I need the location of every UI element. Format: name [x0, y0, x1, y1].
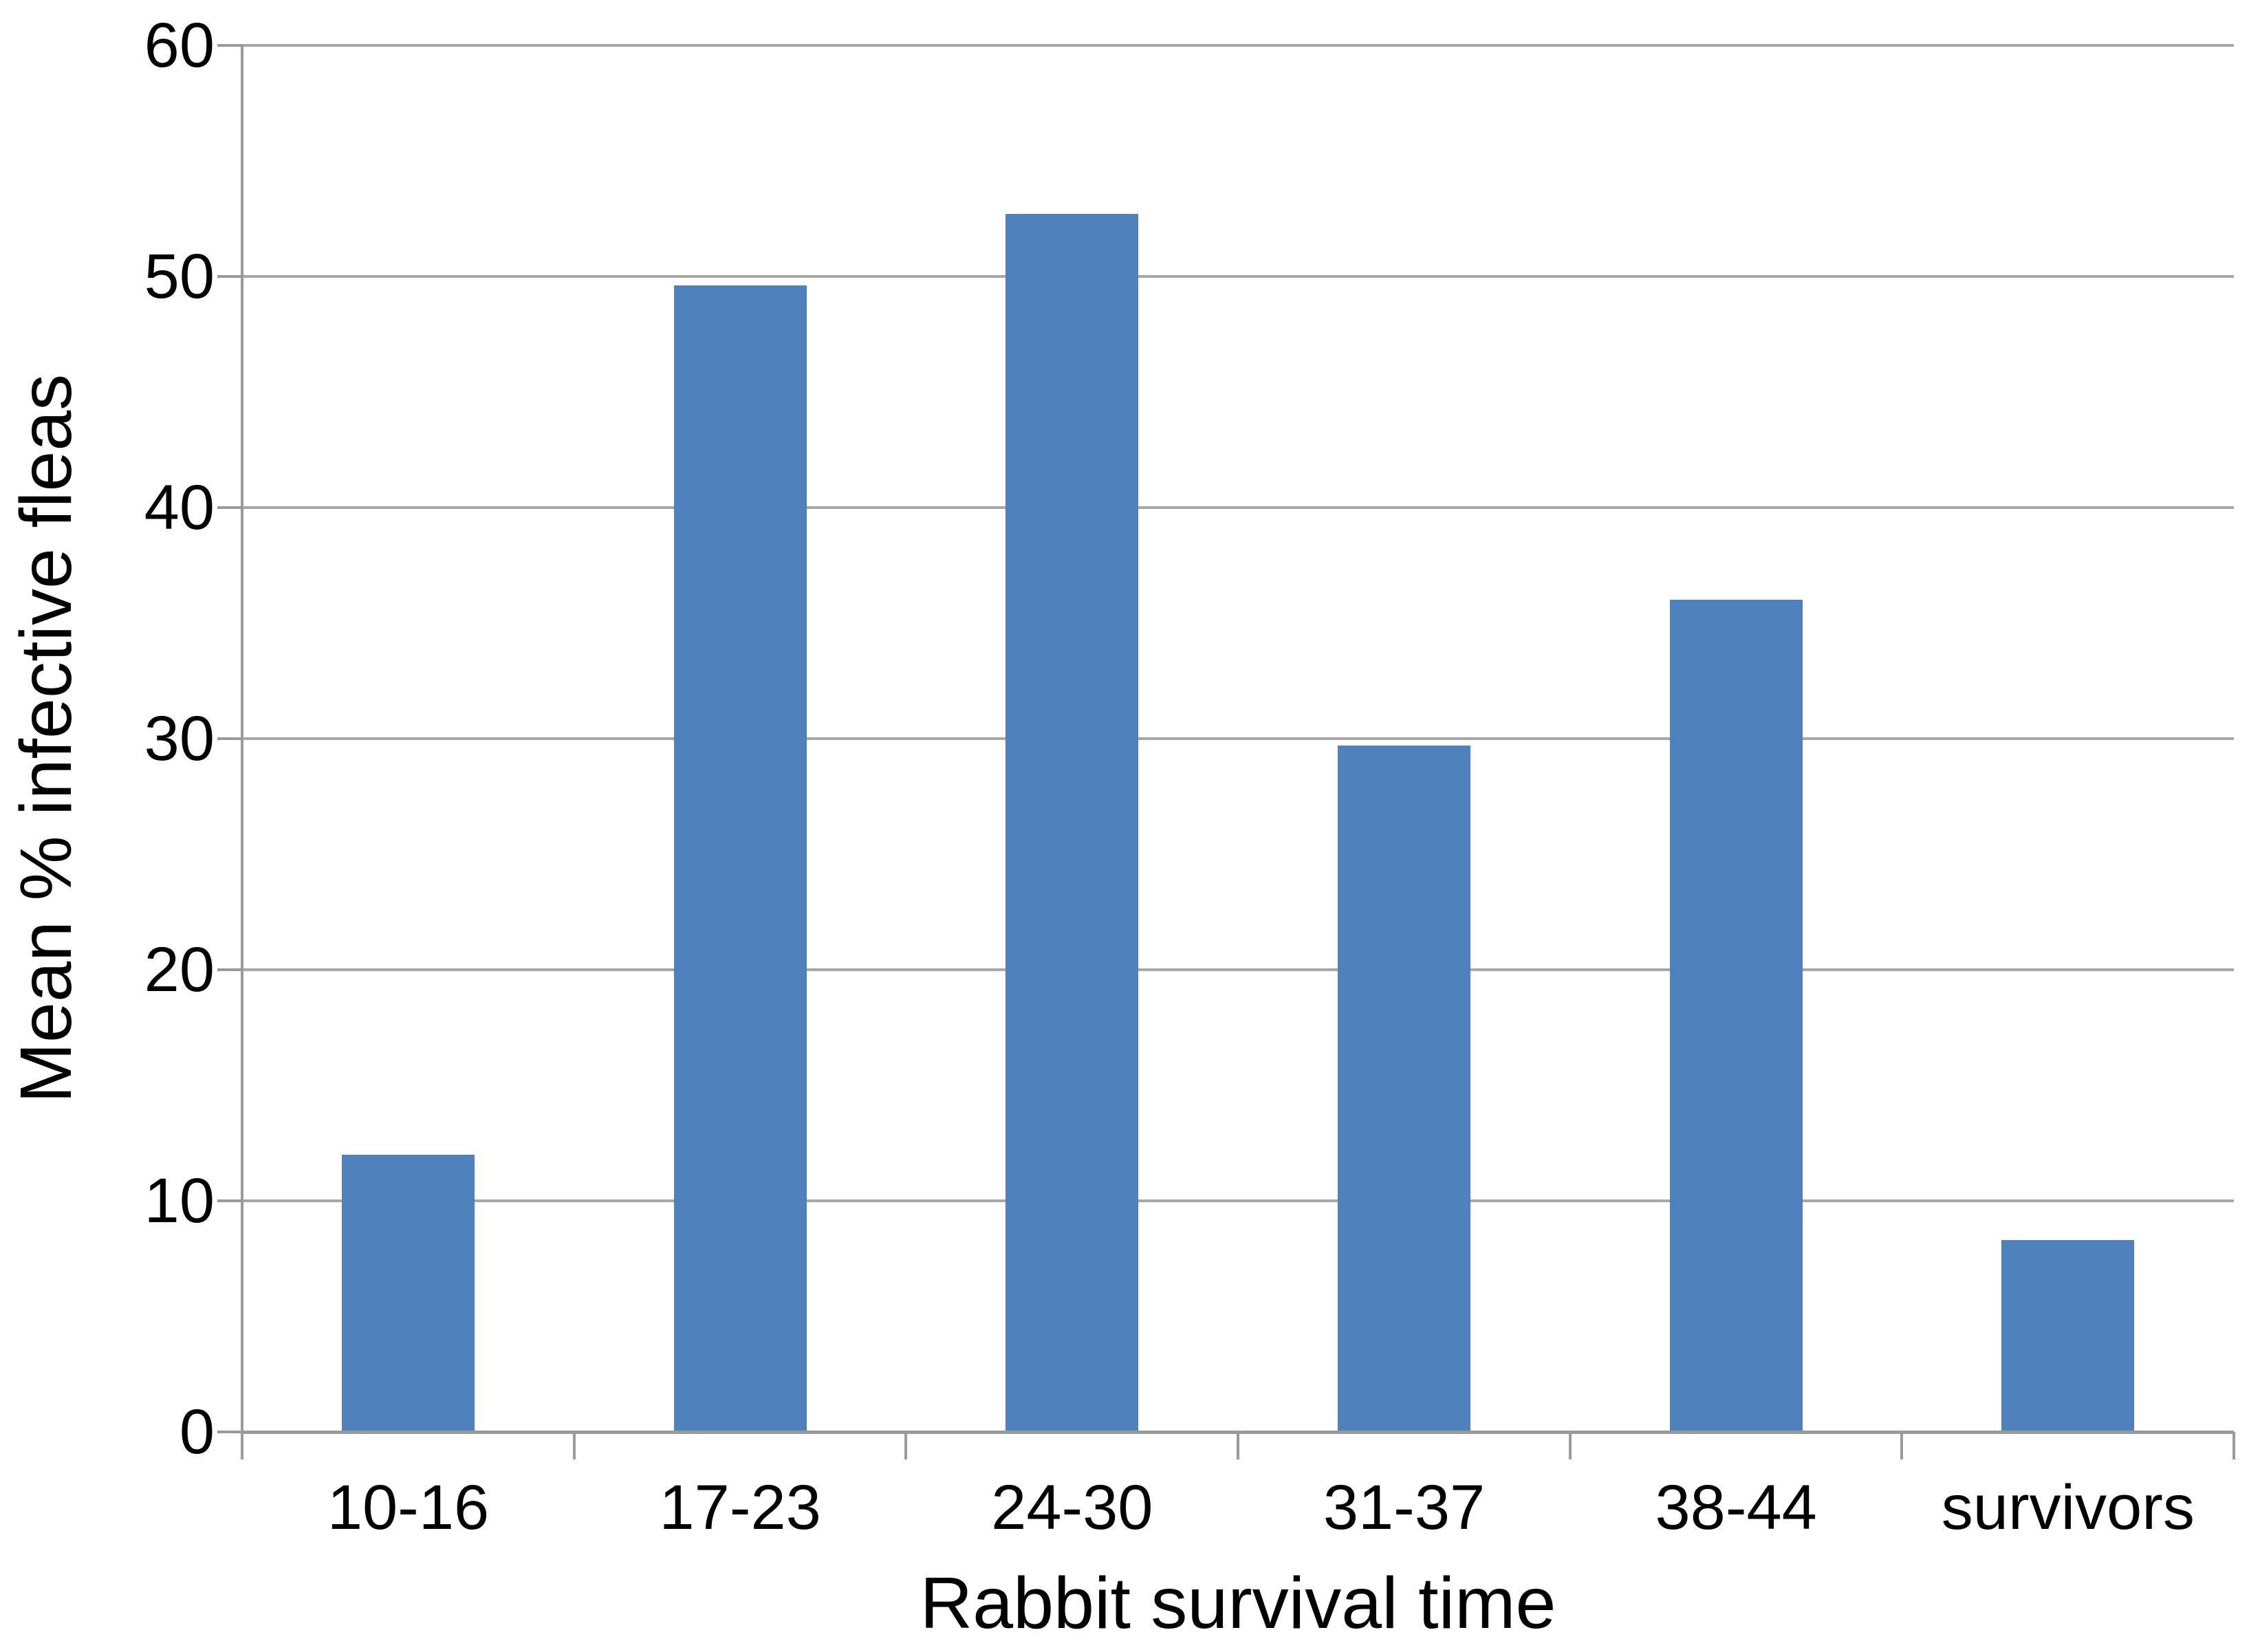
- y-tick-50: [217, 275, 243, 278]
- y-tick-10: [217, 1199, 243, 1202]
- gridline-40: [242, 506, 2234, 509]
- x-tick-label-17-23: 17-23: [659, 1472, 821, 1543]
- y-tick-label-40: 40: [144, 472, 215, 543]
- x-tick-label-31-37: 31-37: [1323, 1472, 1486, 1543]
- bar-31-37: [1337, 746, 1470, 1432]
- y-tick-label-10: 10: [144, 1166, 215, 1236]
- x-tick-1: [572, 1432, 576, 1459]
- y-tick-label-50: 50: [144, 241, 215, 312]
- y-tick-label-0: 0: [179, 1397, 215, 1467]
- y-tick-label-60: 60: [144, 10, 215, 80]
- bar-17-23: [673, 285, 807, 1432]
- x-axis-title: Rabbit survival time: [920, 1563, 1556, 1644]
- x-tick-label-38-44: 38-44: [1655, 1472, 1817, 1543]
- x-tick-0: [241, 1432, 243, 1459]
- x-tick-4: [1568, 1432, 1572, 1459]
- y-tick-label-30: 30: [144, 704, 215, 774]
- x-tick-3: [1237, 1432, 1239, 1459]
- gridline-10: [242, 1199, 2234, 1202]
- bar-survivors: [2001, 1240, 2135, 1432]
- y-tick-0: [217, 1431, 243, 1433]
- y-tick-60: [217, 44, 243, 47]
- y-tick-20: [217, 968, 243, 971]
- y-axis-line: [241, 45, 243, 1459]
- x-tick-2: [904, 1432, 908, 1459]
- y-tick-label-20: 20: [144, 935, 215, 1005]
- gridline-50: [242, 275, 2234, 278]
- gridline-60: [242, 44, 2234, 47]
- bar-24-30: [1006, 214, 1139, 1432]
- x-tick-label-24-30: 24-30: [991, 1472, 1153, 1543]
- x-tick-label-survivors: survivors: [1941, 1472, 2195, 1543]
- x-tick-label-10-16: 10-16: [327, 1472, 490, 1543]
- x-tick-5: [1900, 1432, 1904, 1459]
- gridline-30: [242, 737, 2234, 740]
- bar-38-44: [1669, 600, 1803, 1432]
- y-axis-title: Mean % infective fleas: [6, 373, 87, 1104]
- y-tick-30: [217, 737, 243, 740]
- bar-10-16: [341, 1154, 475, 1432]
- y-tick-40: [217, 506, 243, 509]
- x-tick-6: [2232, 1432, 2235, 1459]
- gridline-20: [242, 968, 2234, 971]
